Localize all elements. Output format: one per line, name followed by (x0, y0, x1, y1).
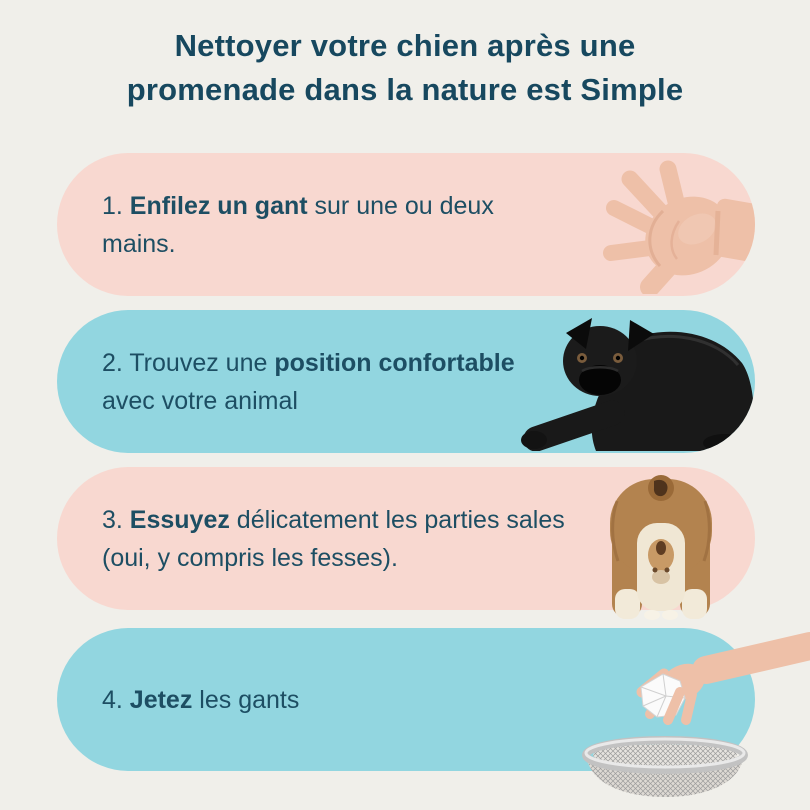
black-pug-image (521, 318, 755, 451)
step-bold: Enfilez un gant (129, 191, 308, 220)
step-text-4: 4. Jetez les gants (102, 681, 572, 719)
step-text-2: 2. Trouvez une position confortable avec… (102, 344, 572, 420)
bulldog-rear-image (610, 475, 712, 620)
step-number: 3. (102, 505, 130, 534)
page-title-line1: Nettoyer votre chien après une (174, 28, 636, 63)
page-title: Nettoyer votre chien après une promenade… (0, 24, 810, 112)
step-bold: Jetez (129, 685, 193, 714)
page-title-line2: promenade dans la nature est Simple (126, 72, 684, 107)
hand-discarding-glove-image (582, 632, 810, 797)
step-pre: Trouvez une (129, 348, 275, 377)
step-bold: position confortable (274, 348, 515, 377)
gloved-hand-image (603, 160, 755, 294)
step-post: sur une ou deux mains. (102, 191, 494, 258)
step-number: 4. (102, 685, 130, 714)
step-card-1: 1. Enfilez un gant sur une ou deux mains… (57, 153, 755, 296)
step-number: 1. (102, 191, 130, 220)
step-post: avec votre animal (102, 386, 298, 415)
step-post: délicatement les parties sales (oui, y c… (102, 505, 565, 572)
step-number: 2. (102, 348, 130, 377)
step-card-2: 2. Trouvez une position confortable avec… (57, 310, 755, 453)
step-bold: Essuyez (129, 505, 230, 534)
step-text-1: 1. Enfilez un gant sur une ou deux mains… (102, 187, 572, 263)
step-text-3: 3. Essuyez délicatement les parties sale… (102, 501, 572, 577)
step-post: les gants (192, 685, 300, 714)
